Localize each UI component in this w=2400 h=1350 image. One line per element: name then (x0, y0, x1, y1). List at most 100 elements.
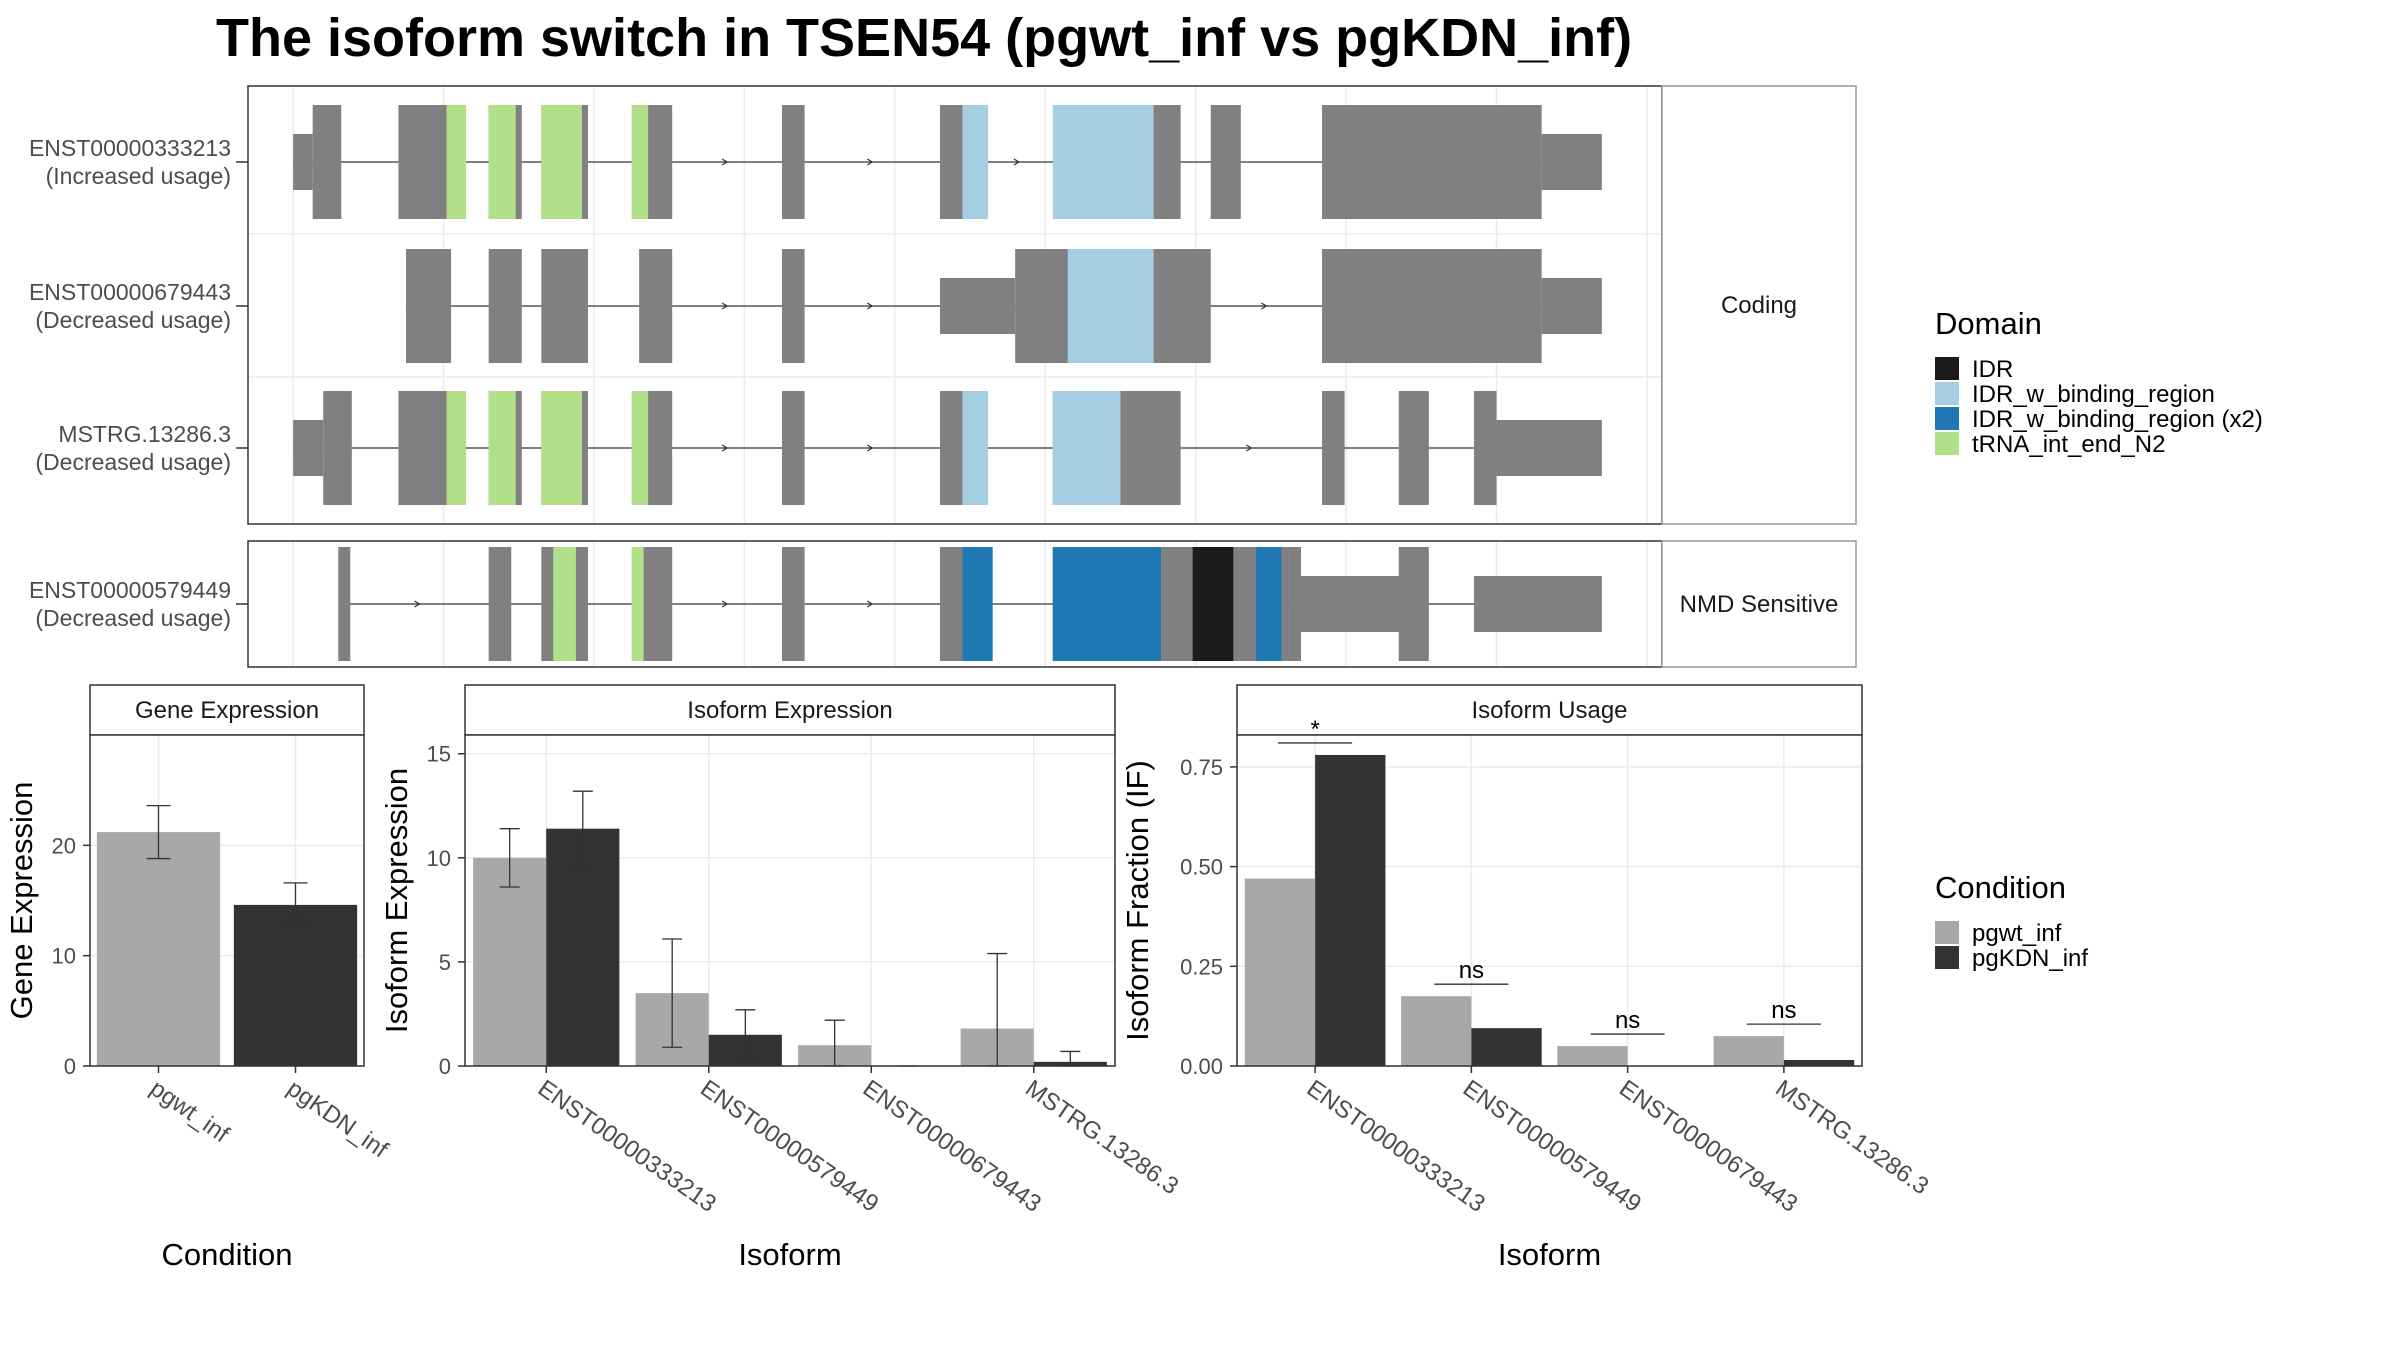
intron-arrow (1261, 302, 1268, 310)
y-tick-label: 10 (52, 944, 76, 969)
legend-label: tRNA_int_end_N2 (1972, 431, 2165, 458)
bar (1244, 878, 1316, 1066)
legend-label: IDR_w_binding_region (x2) (1972, 406, 2263, 433)
intron-arrow (414, 600, 421, 608)
y-tick-label: 20 (52, 833, 76, 858)
bar (1315, 754, 1386, 1066)
coding-exon (939, 547, 963, 661)
legend-label: pgwt_inf (1972, 920, 2062, 947)
facet-strip-label: Isoform Usage (1471, 697, 1627, 724)
coding-exon (1288, 547, 1301, 661)
facet-strip (1661, 540, 1857, 668)
domain-block (631, 105, 649, 219)
isoform-name-label: ENST00000579449 (29, 577, 231, 603)
isoform-usage-label: (Decreased usage) (35, 605, 231, 631)
coding-exon (323, 391, 352, 505)
significance-label: ns (1459, 957, 1484, 984)
domain-block (1067, 249, 1154, 363)
x-tick-label: ENST00000579449 (695, 1075, 883, 1218)
domain-block (488, 391, 516, 505)
utr-exon (1541, 278, 1602, 334)
domain-block (631, 547, 644, 661)
legend-label: IDR (1972, 356, 2013, 383)
coding-exon (1322, 391, 1345, 505)
y-tick-label: 5 (439, 950, 451, 975)
error-bar (146, 804, 171, 860)
domain-block (631, 391, 649, 505)
domain-block (1255, 547, 1282, 661)
utr-exon (293, 420, 324, 476)
legend-swatch (1935, 432, 1959, 455)
error-bar (499, 828, 520, 888)
domain-block (541, 105, 582, 219)
isoform-usage-label: (Decreased usage) (35, 307, 231, 333)
bar (233, 904, 358, 1066)
bar (96, 832, 221, 1066)
utr-exon (939, 278, 1016, 334)
coding-exon (312, 105, 342, 219)
intron-arrow (721, 158, 729, 166)
domain-block (541, 391, 582, 505)
intron-arrow (866, 444, 874, 452)
coding-exon (1015, 249, 1068, 363)
intron-arrow (721, 302, 729, 310)
coding-exon (1120, 391, 1181, 505)
error-bar (572, 790, 593, 867)
bar (473, 857, 547, 1066)
error-bar (283, 882, 308, 927)
bar (1783, 1060, 1855, 1066)
x-tick-label: pgwt_inf (145, 1075, 234, 1149)
intron-arrow (1246, 444, 1253, 452)
x-tick-label: MSTRG.13286.3 (1020, 1075, 1183, 1200)
y-tick-label: 0.50 (1180, 855, 1223, 880)
isoform-name-label: ENST00000333213 (29, 135, 231, 161)
intron-arrow (866, 302, 874, 310)
error-bar (735, 1009, 756, 1059)
intron-arrow (866, 600, 874, 608)
isoform-expression-chart: Isoform Expression051015ENST00000333213E… (379, 684, 1183, 1272)
coding-exon (405, 249, 452, 363)
isoform-structure-plot: ENST00000333213(Increased usage) ENST0000… (29, 85, 1857, 668)
y-tick-label: 0 (439, 1054, 451, 1079)
coding-exon (639, 249, 673, 363)
significance-label: * (1310, 716, 1319, 743)
x-tick-label: pgKDN_inf (282, 1075, 393, 1164)
legend-swatch (1935, 946, 1959, 969)
significance-label: ns (1771, 997, 1796, 1024)
legend-title: Condition (1935, 870, 2066, 905)
coding-exon (1473, 105, 1542, 219)
facet-strip-label: Gene Expression (135, 697, 319, 724)
facet-strip (464, 684, 1116, 736)
domain-block (446, 105, 467, 219)
legend-label: pgKDN_inf (1972, 945, 2088, 972)
utr-exon (1496, 420, 1602, 476)
plot-border (89, 734, 365, 1067)
legend-title: Domain (1935, 306, 2042, 341)
domain-block (1052, 391, 1121, 505)
coding-exon (782, 391, 805, 505)
facet-strip-label: Isoform Expression (687, 697, 892, 724)
domain-block (962, 547, 993, 661)
x-tick-label: ENST00000333213 (533, 1075, 721, 1218)
y-axis-title: Isoform Fraction (IF) (1120, 760, 1155, 1041)
y-axis-title: Isoform Expression (379, 768, 414, 1033)
plot-border (464, 734, 1116, 1067)
domain-block (553, 547, 576, 661)
isoform-usage-label: (Decreased usage) (35, 449, 231, 475)
y-tick-label: 0 (64, 1054, 76, 1079)
coding-exon (1322, 249, 1474, 363)
bar (1557, 1046, 1628, 1066)
domain-block (962, 105, 989, 219)
coding-exon (1153, 249, 1211, 363)
coding-exon (488, 547, 512, 661)
legend-label: IDR_w_binding_region (1972, 381, 2215, 408)
legend-swatch (1935, 921, 1959, 944)
coding-exon (398, 105, 452, 219)
bar (1713, 1036, 1784, 1066)
figure-title: The isoform switch in TSEN54 (pgwt_inf v… (216, 8, 1632, 68)
domain-block (1192, 547, 1234, 661)
error-bar (662, 938, 683, 1048)
utr-exon (1473, 576, 1602, 632)
domain-block (962, 391, 989, 505)
